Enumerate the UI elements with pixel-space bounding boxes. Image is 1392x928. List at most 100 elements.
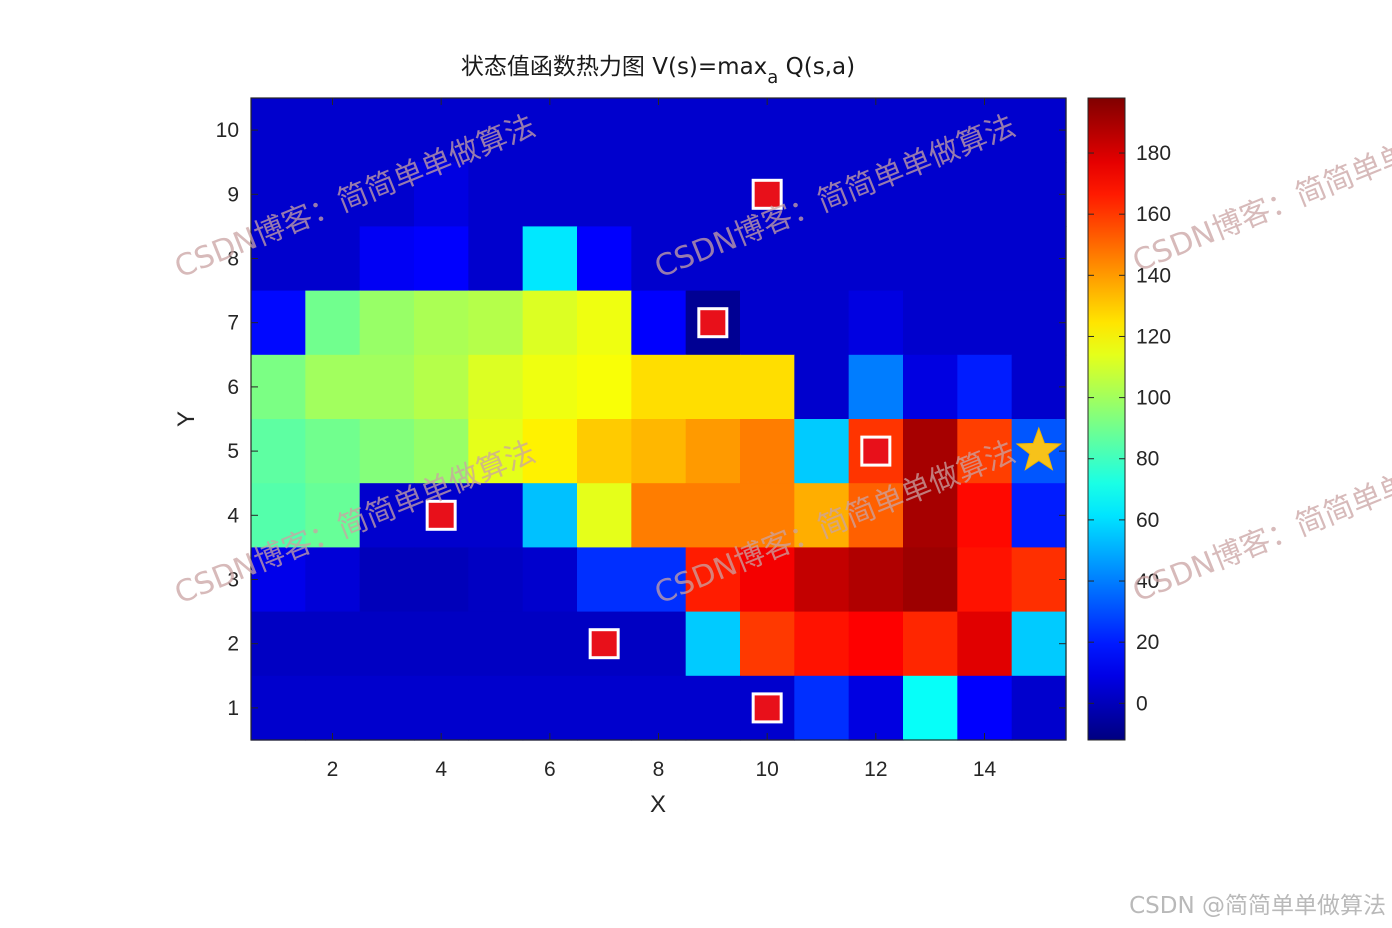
x-tick-label: 4 xyxy=(435,758,447,781)
heatmap-cell xyxy=(414,226,469,292)
heatmap-cell xyxy=(848,547,904,613)
heatmap-cell xyxy=(848,354,904,420)
heatmap-cell xyxy=(251,354,306,420)
heatmap-cell xyxy=(740,354,795,420)
heatmap-cell xyxy=(251,98,306,163)
heatmap-cell xyxy=(577,290,632,356)
heatmap-cell xyxy=(305,547,361,613)
heatmap-cell xyxy=(468,354,524,420)
heatmap-cell xyxy=(468,226,524,292)
heatmap-cell xyxy=(957,675,1013,741)
heatmap-cell xyxy=(359,611,415,677)
heatmap-cell xyxy=(468,675,524,741)
heatmap-cell xyxy=(740,547,795,613)
heatmap-cell xyxy=(631,483,687,548)
heatmap-cell xyxy=(414,98,469,163)
heatmap-cell xyxy=(468,611,524,677)
heatmap-cell xyxy=(577,547,632,613)
heatmap-cell xyxy=(468,547,524,613)
heatmap-cell xyxy=(251,162,306,227)
x-tick-label: 8 xyxy=(653,758,665,781)
y-tick-label: 2 xyxy=(227,633,239,656)
heatmap-cell xyxy=(794,98,850,163)
y-tick-label: 6 xyxy=(227,376,239,399)
chart-title: 状态值函数热力图 V(s)=maxa Q(s,a) xyxy=(461,54,855,88)
heatmap-cell xyxy=(631,354,687,420)
heatmap-cell xyxy=(794,419,850,484)
heatmap-cell xyxy=(1011,675,1067,741)
heatmap-cell xyxy=(848,290,904,356)
heatmap-cell xyxy=(903,419,958,484)
heatmap-cell xyxy=(685,98,741,163)
heatmap-cell xyxy=(685,483,741,548)
x-tick-label: 2 xyxy=(327,758,339,781)
heatmap-cell xyxy=(522,290,578,356)
heatmap-cell xyxy=(1011,226,1067,292)
x-axis-ticks: 2 4 6 8 10 12 14 xyxy=(327,98,997,781)
heatmap-cell xyxy=(685,675,741,741)
heatmap-cell xyxy=(740,226,795,292)
heatmap-cell xyxy=(685,419,741,484)
heatmap-cell xyxy=(414,162,469,227)
heatmap-cell xyxy=(740,419,795,484)
heatmap-cell xyxy=(903,226,958,292)
y-tick-label: 1 xyxy=(227,697,239,720)
heatmap-cell xyxy=(903,290,958,356)
heatmap-cell xyxy=(1011,611,1067,677)
heatmap-cell xyxy=(903,483,958,548)
colorbar-tick-label: 20 xyxy=(1136,631,1159,654)
heatmap-cell xyxy=(577,675,632,741)
colorbar-tick-label: 40 xyxy=(1136,570,1159,593)
heatmap-cell xyxy=(631,675,687,741)
heatmap-cell xyxy=(359,547,415,613)
heatmap-cell xyxy=(848,98,904,163)
colorbar-tick-label: 100 xyxy=(1136,387,1171,410)
x-tick-label: 6 xyxy=(544,758,556,781)
heatmap-cell xyxy=(414,290,469,356)
obstacle-marker xyxy=(751,178,783,210)
heatmap-cell xyxy=(794,675,850,741)
heatmap-cell xyxy=(794,611,850,677)
heatmap-cell xyxy=(251,675,306,741)
heatmap-cell xyxy=(251,419,306,484)
heatmap-cell xyxy=(251,290,306,356)
heatmap-cell xyxy=(1011,547,1067,613)
heatmap-cell xyxy=(631,98,687,163)
heatmap-cell xyxy=(522,226,578,292)
heatmap-cell xyxy=(414,547,469,613)
heatmap-cell xyxy=(305,98,361,163)
heatmap-cell xyxy=(522,162,578,227)
heatmap-cell xyxy=(251,483,306,548)
heatmap-cell xyxy=(251,611,306,677)
x-tick-label: 14 xyxy=(973,758,997,781)
heatmap-cell xyxy=(359,483,415,548)
heatmap-cell xyxy=(903,98,958,163)
y-tick-label: 5 xyxy=(227,440,239,463)
heatmap-cell xyxy=(957,226,1013,292)
heatmap-cell xyxy=(414,354,469,420)
heatmap-cell xyxy=(848,675,904,741)
y-tick-label: 9 xyxy=(227,183,239,206)
heatmap-cell xyxy=(957,98,1013,163)
heatmap-cell xyxy=(794,162,850,227)
heatmap-cell xyxy=(359,419,415,484)
heatmap-cells xyxy=(251,98,1067,741)
heatmap-cell xyxy=(685,611,741,677)
goal-star-marker xyxy=(1015,426,1063,471)
heatmap-cell xyxy=(903,547,958,613)
colorbar-tick-label: 140 xyxy=(1136,264,1171,287)
chart-title-suffix: Q(s,a) xyxy=(778,54,855,80)
heatmap-cell xyxy=(305,483,361,548)
chart-title-subscript: a xyxy=(767,67,778,88)
heatmap-cell xyxy=(1011,290,1067,356)
obstacle-marker xyxy=(588,628,620,660)
heatmap-cell xyxy=(903,675,958,741)
heatmap-cell xyxy=(468,98,524,163)
heatmap-cell xyxy=(468,162,524,227)
heatmap-cell xyxy=(957,419,1013,484)
heatmap-cell xyxy=(305,419,361,484)
obstacle-marker xyxy=(860,435,892,467)
heatmap-cell xyxy=(631,162,687,227)
heatmap-cell xyxy=(631,290,687,356)
heatmap-cell xyxy=(1011,162,1067,227)
